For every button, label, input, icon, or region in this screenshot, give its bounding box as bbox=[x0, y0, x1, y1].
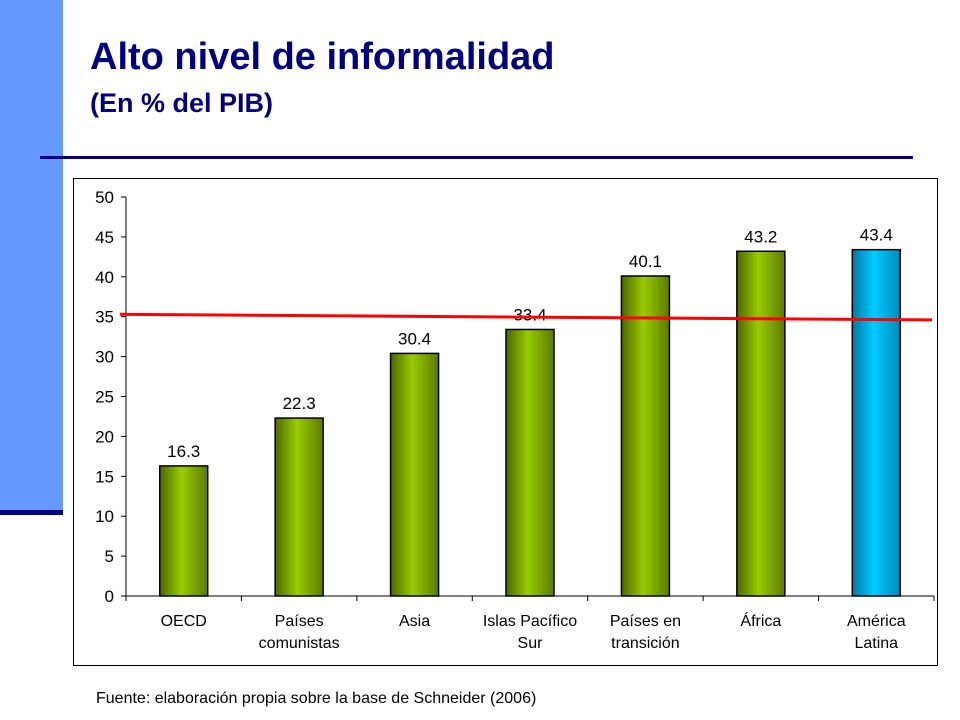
x-category-label: Islas Pacífico Sur bbox=[483, 613, 577, 652]
x-category-label-line: transición bbox=[611, 635, 679, 652]
bar bbox=[389, 352, 440, 597]
bar bbox=[505, 328, 555, 597]
y-tick-label: 10 bbox=[95, 507, 114, 526]
bar-chart: 0 5 10 15 20 25 30 35 40 45 50 16.3 OECD 22.3 Países co… bbox=[95, 188, 935, 652]
bar bbox=[620, 275, 671, 597]
x-category-label-line: Sur bbox=[518, 635, 544, 652]
y-tick-label: 40 bbox=[95, 268, 114, 287]
bar bbox=[736, 250, 786, 597]
y-tick-label: 0 bbox=[105, 587, 114, 606]
bar bbox=[274, 417, 324, 597]
x-category-label: Países comunistas bbox=[259, 613, 340, 652]
y-tick-label: 45 bbox=[95, 228, 114, 247]
x-category-label: Países en transición bbox=[610, 613, 681, 652]
x-category-label: Asia bbox=[399, 613, 430, 630]
title-divider bbox=[40, 156, 913, 159]
y-tick-label: 20 bbox=[95, 427, 114, 446]
bar-value-label: 43.2 bbox=[744, 227, 777, 246]
x-category-label: América Latina bbox=[847, 613, 906, 652]
y-tick-label: 25 bbox=[95, 388, 114, 407]
x-category-label-line: América bbox=[847, 613, 906, 630]
reference-line bbox=[119, 312, 933, 322]
x-category-label-line: África bbox=[740, 611, 781, 630]
x-category-label: África bbox=[740, 611, 781, 630]
x-category-label: OECD bbox=[161, 613, 207, 630]
x-category-label-line: Países en bbox=[610, 613, 681, 630]
side-accent-edge bbox=[0, 510, 63, 515]
chart-container: 0 5 10 15 20 25 30 35 40 45 50 16.3 OECD 22.3 Países co… bbox=[73, 178, 938, 666]
page-title: Alto nivel de informalidad bbox=[90, 36, 555, 78]
y-tick-label: 5 bbox=[105, 547, 114, 566]
y-tick-label: 15 bbox=[95, 467, 114, 486]
y-tick-label: 50 bbox=[95, 188, 114, 207]
x-category-label-line: OECD bbox=[161, 613, 207, 630]
y-tick-label: 35 bbox=[95, 308, 114, 327]
side-accent-bar bbox=[0, 0, 63, 512]
bar bbox=[158, 465, 209, 597]
bar bbox=[851, 248, 902, 597]
bar-value-label: 43.4 bbox=[860, 226, 893, 245]
bar-value-label: 30.4 bbox=[398, 329, 431, 348]
source-note: Fuente: elaboración propia sobre la base… bbox=[96, 690, 537, 707]
x-category-label-line: Latina bbox=[854, 635, 898, 652]
bar-value-label: 16.3 bbox=[167, 442, 200, 461]
x-category-label-line: comunistas bbox=[259, 635, 340, 652]
bar-value-label: 22.3 bbox=[283, 394, 316, 413]
bar-value-label: 33.4 bbox=[513, 305, 546, 324]
x-category-label-line: Países bbox=[275, 613, 324, 630]
x-category-label-line: Asia bbox=[399, 613, 430, 630]
bar-value-label: 40.1 bbox=[629, 252, 662, 271]
page-subtitle: (En % del PIB) bbox=[90, 88, 274, 118]
x-category-label-line: Islas Pacífico bbox=[483, 613, 577, 630]
y-tick-label: 30 bbox=[95, 348, 114, 367]
